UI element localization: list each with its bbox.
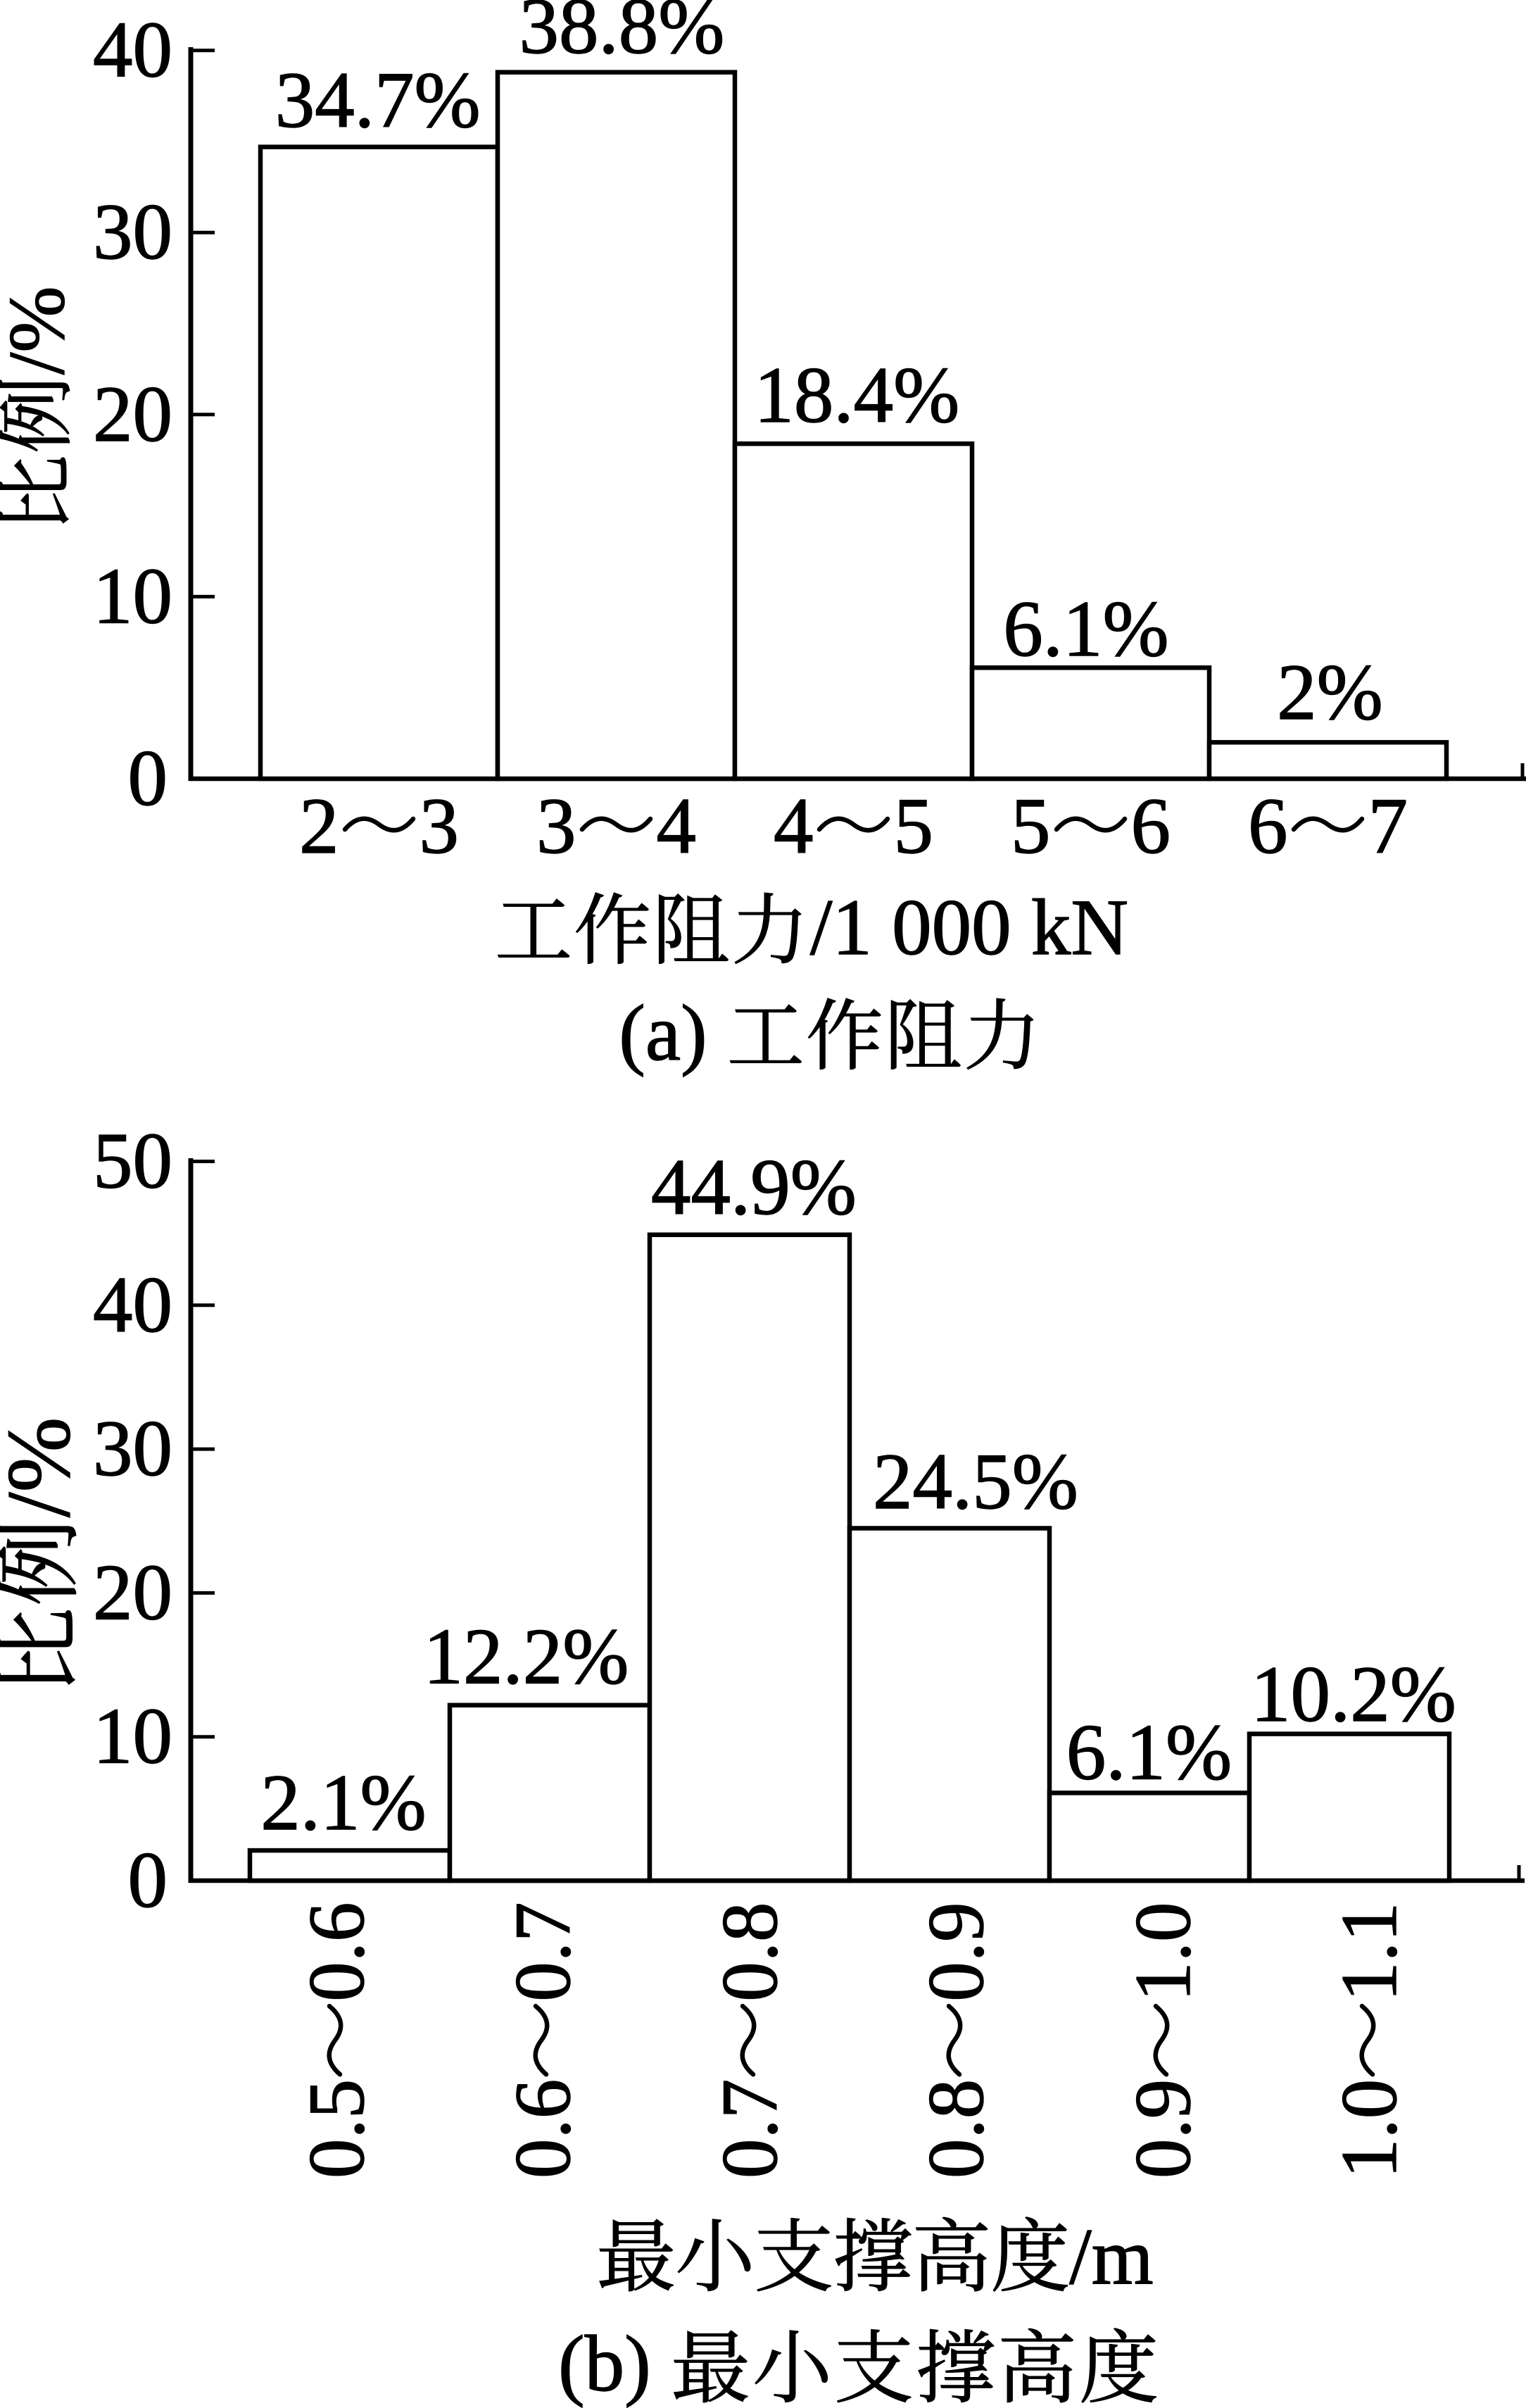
svg-text:0.8: 0.8 (706, 1902, 794, 2001)
svg-text:0.6: 0.6 (499, 2079, 587, 2178)
svg-text:6: 6 (1248, 782, 1288, 870)
svg-text:18.4%: 18.4% (754, 351, 959, 439)
svg-text:6: 6 (1131, 782, 1171, 870)
svg-text:0.8: 0.8 (912, 2079, 1000, 2178)
svg-text:7: 7 (1368, 782, 1408, 870)
svg-text:0: 0 (128, 734, 168, 822)
svg-text:50: 50 (93, 1117, 172, 1205)
svg-text:1.1: 1.1 (1325, 1902, 1413, 2001)
svg-text:12.2%: 12.2% (424, 1612, 629, 1700)
svg-text:/1 000 kN: /1 000 kN (810, 884, 1128, 972)
svg-text:5: 5 (894, 782, 934, 870)
svg-text:/: / (0, 1492, 89, 1517)
svg-text:0.6: 0.6 (293, 1902, 381, 2001)
svg-text:(b): (b) (558, 2320, 651, 2408)
svg-text:20: 20 (93, 370, 172, 458)
svg-text:%: % (0, 286, 81, 352)
svg-text:%: % (0, 1417, 89, 1493)
svg-text:40: 40 (93, 1261, 172, 1349)
svg-text:10: 10 (93, 552, 172, 640)
svg-text:0.7: 0.7 (706, 2079, 794, 2178)
svg-text:44.9%: 44.9% (651, 1143, 857, 1231)
svg-text:24.5%: 24.5% (873, 1438, 1078, 1526)
svg-text:/m: /m (1069, 2213, 1153, 2301)
svg-text:/: / (0, 352, 81, 375)
svg-text:10: 10 (93, 1693, 172, 1781)
svg-text:6.1%: 6.1% (1066, 1708, 1232, 1796)
svg-text:0.9: 0.9 (912, 1902, 1000, 2001)
svg-text:38.8%: 38.8% (519, 0, 725, 70)
svg-text:0.9: 0.9 (1119, 2079, 1207, 2178)
svg-text:4: 4 (657, 782, 697, 870)
svg-text:3: 3 (420, 782, 460, 870)
svg-text:0: 0 (128, 1836, 168, 1924)
svg-text:40: 40 (93, 6, 172, 94)
svg-text:5: 5 (1011, 782, 1051, 870)
svg-text:1.0: 1.0 (1325, 2079, 1413, 2178)
svg-text:2: 2 (299, 782, 339, 870)
svg-text:4: 4 (774, 782, 814, 870)
svg-text:30: 30 (93, 188, 172, 276)
svg-text:6.1%: 6.1% (1003, 585, 1168, 673)
svg-text:0.5: 0.5 (293, 2079, 381, 2178)
svg-text:0.7: 0.7 (499, 1902, 587, 2001)
svg-text:2%: 2% (1277, 648, 1383, 736)
svg-text:34.7%: 34.7% (275, 56, 481, 144)
svg-text:1.0: 1.0 (1119, 1902, 1207, 2001)
svg-text:2.1%: 2.1% (260, 1759, 426, 1847)
svg-text:(a): (a) (619, 989, 707, 1077)
svg-text:20: 20 (93, 1548, 172, 1636)
svg-text:30: 30 (93, 1405, 172, 1493)
svg-text:3: 3 (536, 782, 576, 870)
svg-text:10.2%: 10.2% (1251, 1650, 1456, 1738)
